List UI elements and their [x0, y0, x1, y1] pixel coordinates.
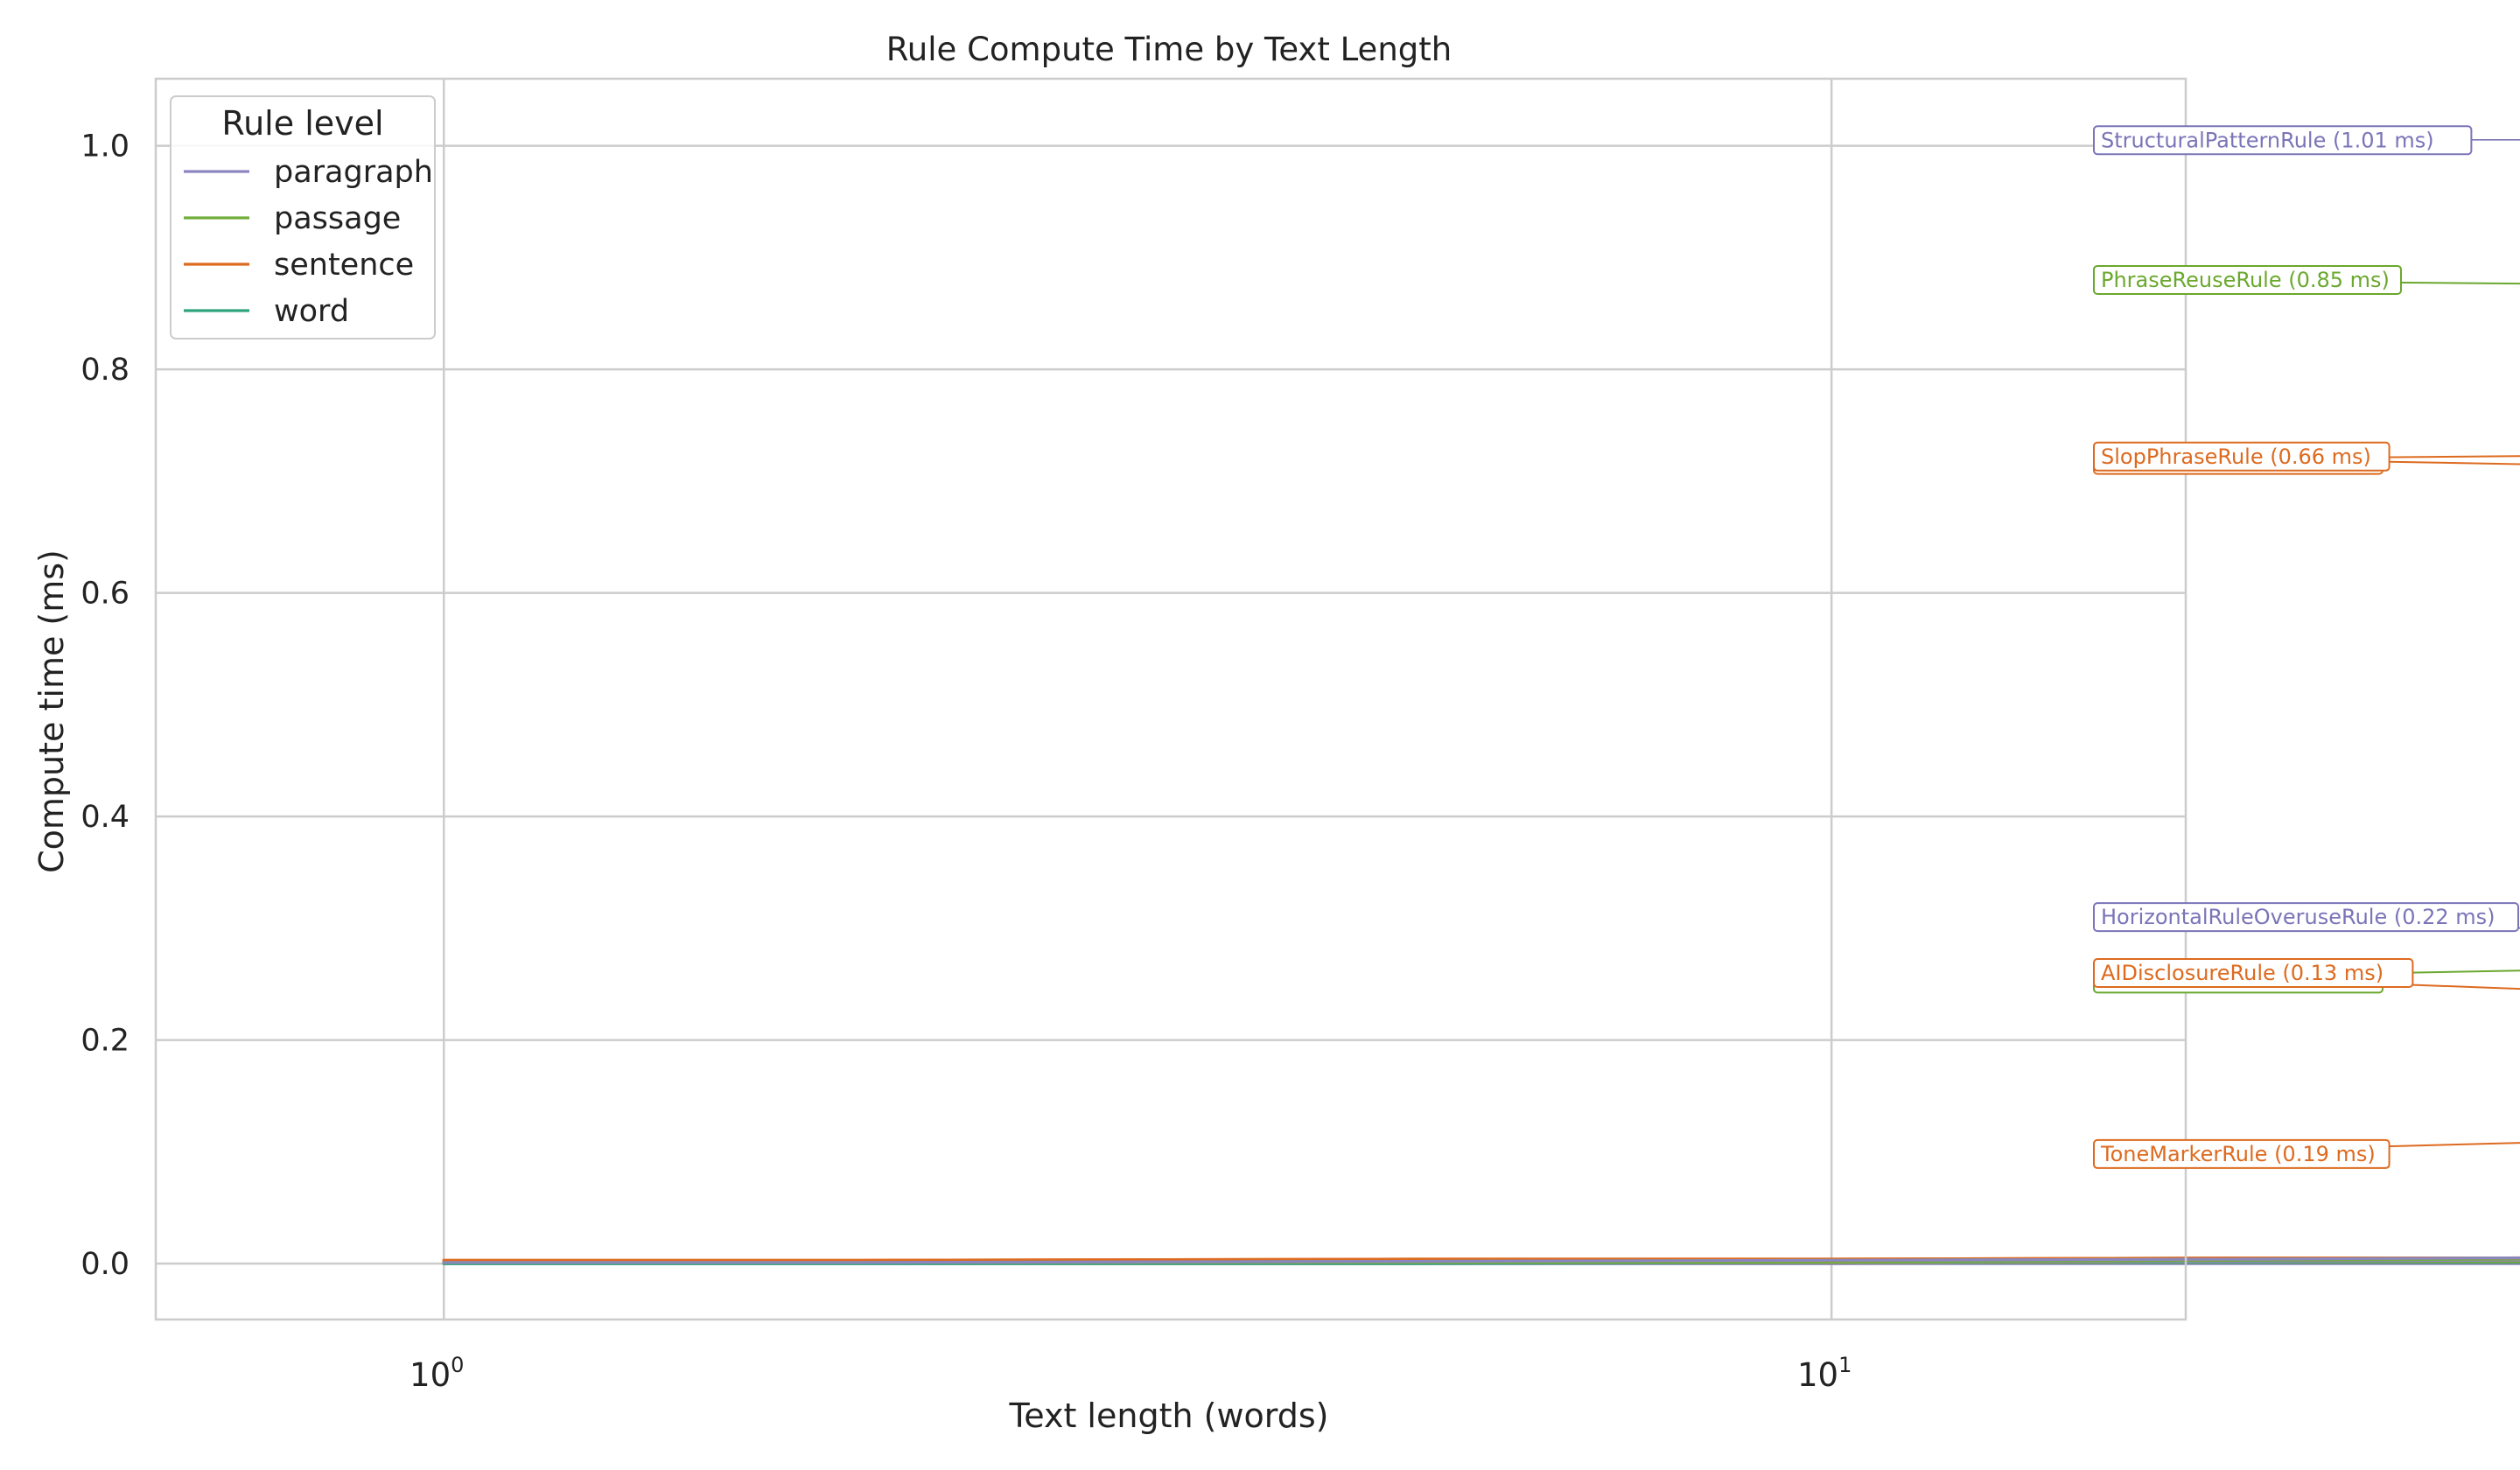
annotation-box — [2093, 902, 2519, 933]
y-tick-label: 1.0 — [80, 130, 130, 164]
annotation: ToneMarkerRule (0.19 ms) — [2093, 1138, 2520, 1169]
y-tick-label: 0.4 — [80, 800, 130, 835]
series-line-paragraph — [442, 1256, 2520, 1264]
series-lines — [442, 1256, 2520, 1265]
x-tick-label: 100 — [410, 1353, 464, 1394]
annotation-label: StructuralPatternRule (1.01 ms) — [2101, 128, 2434, 152]
x-tick-base: 10 — [410, 1356, 451, 1394]
annotation: SlopPhraseRule (0.66 ms) — [2093, 441, 2520, 472]
chart-title: Rule Compute Time by Text Length — [886, 31, 1452, 68]
y-tick-label: 0.0 — [80, 1247, 130, 1282]
annotation-label: PhraseReuseRule (0.85 ms) — [2101, 268, 2390, 292]
legend-label-paragraph: paragraph — [274, 155, 433, 190]
annotation-label: ToneMarkerRule (0.19 ms) — [2100, 1142, 2376, 1166]
legend-label-passage: passage — [274, 201, 401, 236]
plot-frame — [154, 77, 2188, 1321]
y-axis-label: Compute time (ms) — [32, 550, 71, 873]
annotations: StructuralPatternRule (1.01 ms) PhraseReu… — [2093, 125, 2520, 1169]
annotation: AIDisclosureRule (0.13 ms) — [2093, 957, 2520, 990]
y-tick-label: 0.8 — [80, 353, 130, 388]
annotation-box — [2093, 264, 2402, 295]
legend-label-sentence: sentence — [274, 248, 414, 283]
annotation-label: SlopPhraseRule (0.66 ms) — [2101, 444, 2371, 469]
legend-title: Rule level — [221, 104, 383, 143]
x-tick-base: 10 — [1797, 1356, 1838, 1394]
annotation: HorizontalRuleOveruseRule (0.22 ms) — [2093, 902, 2520, 933]
annotation-label: HorizontalRuleOveruseRule (0.22 ms) — [2101, 905, 2496, 929]
annotation-box — [2093, 1138, 2390, 1169]
annotation-box — [2093, 957, 2414, 988]
legend-box — [170, 95, 436, 340]
tick-labels: 1001011021031040.00.20.40.60.81.0 — [80, 130, 1852, 1394]
annotation: StructuralPatternRule (1.01 ms) — [2093, 125, 2520, 156]
legend: Rule level paragraph passage sentence word — [170, 95, 436, 340]
legend-label-word: word — [274, 294, 349, 329]
annotation: PhraseReuseRule (0.85 ms) — [2093, 264, 2520, 295]
annotation-box — [2093, 125, 2473, 156]
annotation-label: AIDisclosureRule (0.13 ms) — [2101, 961, 2384, 985]
y-tick-label: 0.6 — [80, 577, 130, 612]
legend-entries: paragraph passage sentence word — [184, 155, 433, 329]
x-tick-exponent: 1 — [1838, 1353, 1852, 1377]
x-tick-label: 101 — [1797, 1353, 1852, 1394]
x-tick-exponent: 0 — [451, 1353, 464, 1377]
y-tick-label: 0.2 — [80, 1024, 130, 1059]
annotation-box — [2093, 441, 2390, 472]
x-axis-label: Text length (words) — [1009, 1396, 1329, 1435]
